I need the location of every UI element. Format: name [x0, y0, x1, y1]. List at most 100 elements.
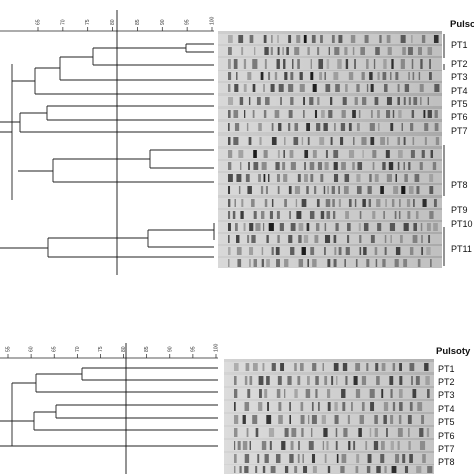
gel-band — [271, 363, 276, 371]
gel-band — [344, 259, 346, 267]
gel-lane — [224, 414, 434, 425]
gel-band — [293, 137, 299, 145]
gel-band — [375, 363, 379, 371]
gel-band — [311, 402, 314, 411]
pulsotype-label: PT7 — [438, 444, 455, 454]
gel-band — [325, 84, 331, 92]
gel-band — [353, 441, 356, 450]
gel-band — [262, 466, 266, 473]
gel-band — [334, 247, 337, 255]
gel-band — [317, 97, 320, 105]
gel-band — [310, 72, 314, 80]
gel-lane-bg — [218, 222, 442, 232]
gel-band — [388, 162, 394, 170]
gel-band — [413, 199, 415, 207]
gel-band — [374, 247, 378, 255]
scale-tick-label: 85 — [144, 346, 150, 352]
gel-band — [228, 84, 231, 92]
gel-band — [427, 47, 433, 55]
gel-band — [312, 259, 317, 267]
gel-band — [370, 402, 375, 411]
pulsotype-label: PT2 — [438, 377, 455, 387]
gel-band — [310, 247, 315, 255]
gel-band — [324, 454, 327, 463]
gel-band — [237, 441, 241, 450]
gel-band — [301, 137, 304, 145]
gel-band — [374, 174, 379, 182]
gel-band — [263, 110, 267, 118]
gel-band — [316, 123, 321, 131]
pulsotype-label: PT7 — [451, 126, 468, 136]
gel-band — [323, 123, 328, 131]
gel-lane — [224, 453, 434, 464]
gel-band — [366, 259, 370, 267]
gel-band — [380, 137, 385, 145]
gel-band — [256, 97, 261, 105]
gel-band — [253, 162, 259, 170]
gel-band — [308, 415, 310, 424]
gel-band — [434, 123, 439, 131]
gel-band — [384, 84, 388, 92]
gel-band — [375, 259, 378, 267]
similarity-scale: 55 60 65 70 75 80 85 90 95 100 — [0, 343, 220, 359]
gel-lane-bg — [224, 362, 434, 372]
gel-band — [276, 259, 280, 267]
gel-band — [255, 466, 258, 473]
gel-band — [306, 123, 310, 131]
gel-band — [395, 72, 399, 80]
gel-lane-bg — [224, 414, 434, 425]
gel-band — [318, 402, 320, 411]
gel-band — [290, 97, 294, 105]
gel-band — [228, 97, 234, 105]
gel-band — [361, 72, 365, 80]
gel-band — [369, 389, 375, 398]
gel-band — [343, 428, 348, 437]
gel-band — [316, 199, 320, 207]
gel-band — [400, 59, 405, 69]
gel-band — [408, 47, 413, 55]
gel-band — [294, 186, 301, 194]
gel-band — [264, 199, 268, 207]
gel-lane — [218, 58, 442, 70]
gel-band — [358, 223, 361, 231]
gel-band — [228, 162, 232, 170]
gel-band — [239, 466, 242, 473]
gel-band — [333, 235, 337, 243]
gel-band — [277, 150, 280, 158]
gel-band — [284, 199, 287, 207]
gel-band — [324, 235, 331, 243]
gel-band — [260, 72, 264, 80]
gel-band — [392, 363, 396, 371]
gel-band — [234, 441, 236, 450]
gel-band — [277, 35, 279, 43]
gel-band — [327, 466, 331, 473]
gel-band — [289, 454, 294, 463]
gel-lane — [218, 246, 442, 256]
gel-band — [421, 150, 425, 158]
gel-band — [402, 454, 406, 463]
gel-band — [259, 389, 262, 398]
gel-band — [345, 376, 348, 385]
gel-lane-bg — [224, 453, 434, 464]
gel-band — [258, 123, 262, 131]
gel-band — [427, 97, 429, 105]
gel-band — [294, 363, 297, 371]
gel-band — [284, 466, 289, 473]
gel-band — [408, 72, 410, 80]
gel-band — [267, 402, 269, 411]
gel-band — [399, 199, 401, 207]
gel-band — [228, 174, 233, 182]
gel-lane — [218, 210, 442, 220]
gel-band — [334, 47, 340, 55]
gel-lane-bg — [218, 161, 442, 171]
gel-band — [288, 186, 292, 194]
gel-band — [419, 428, 424, 437]
gel-band — [409, 454, 413, 463]
gel-band — [350, 35, 356, 43]
gel-band — [381, 389, 384, 398]
gel-band — [300, 363, 304, 371]
gel-band — [421, 247, 424, 255]
gel-band — [410, 123, 414, 131]
gel-band — [233, 137, 239, 145]
gel-band — [276, 59, 280, 69]
